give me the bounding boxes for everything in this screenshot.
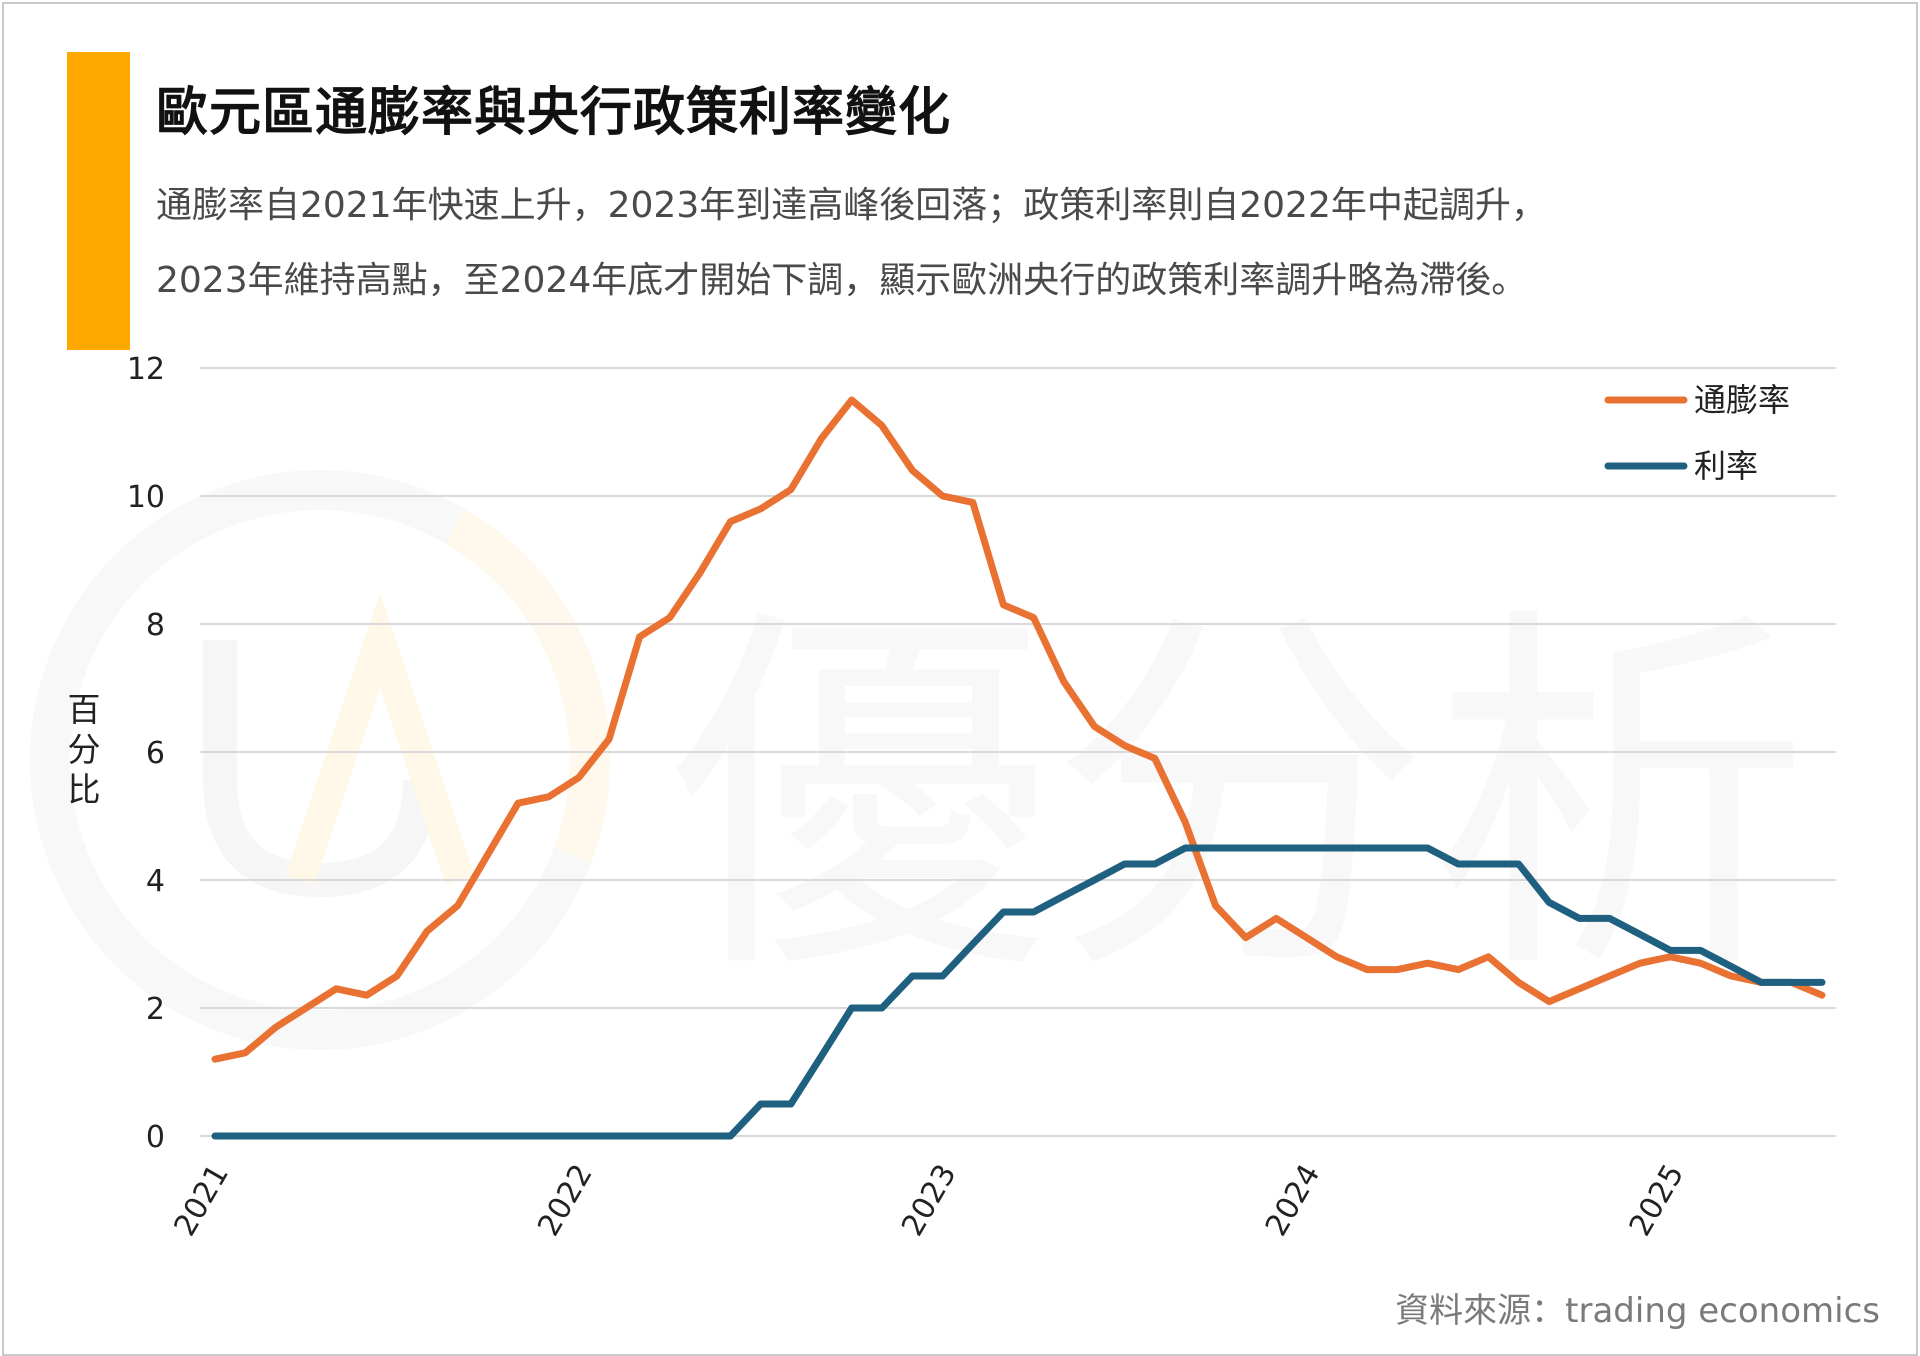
watermark-ring-accent [30,470,610,1050]
x-tick-label: 2022 [531,1159,599,1243]
y-tick-label: 0 [146,1120,165,1155]
legend-label-inflation: 通膨率 [1694,381,1790,419]
watermark-a-shape [285,592,475,885]
series-line-rate [211,844,1826,1140]
y-axis-label-char: 百 [67,690,101,729]
y-tick-label: 4 [146,864,165,899]
y-axis: 0 2 4 6 8 10 12 [127,352,165,1155]
series-line-inflation [211,396,1826,1063]
y-axis-label: 百分比 [62,690,106,810]
y-tick-label: 8 [146,608,165,643]
y-tick-label: 12 [127,352,165,387]
accent-bar [67,52,130,350]
y-tick-label: 10 [127,480,165,515]
x-axis: 2021 2022 2023 2024 2025 [167,1159,1691,1243]
y-tick-label: 6 [146,736,165,771]
legend-label-rate: 利率 [1694,447,1758,485]
chart-subtitle-line-2: 2023年維持高點，至2024年底才開始下調，顯示歐洲央行的政策利率調升略為滯後… [156,260,1528,301]
x-tick-label: 2021 [167,1159,235,1243]
watermark-logo: 優分析 [30,470,1810,1050]
chart-subtitle-line-1: 通膨率自2021年快速上升，2023年到達高峰後回落；政策利率則自2022年中起… [156,185,1547,226]
y-axis-label-char: 分 [67,730,101,769]
x-tick-label: 2023 [895,1159,963,1243]
y-axis-label-char: 比 [67,770,101,809]
watermark-text: 優分析 [670,577,1810,1020]
source-note: 資料來源：trading economics [1395,1291,1880,1331]
y-tick-label: 2 [146,992,165,1027]
chart-title: 歐元區通膨率與央行政策利率變化 [156,83,952,143]
x-tick-label: 2024 [1259,1159,1327,1243]
series-layer [211,396,1826,1140]
x-tick-label: 2025 [1623,1159,1691,1243]
